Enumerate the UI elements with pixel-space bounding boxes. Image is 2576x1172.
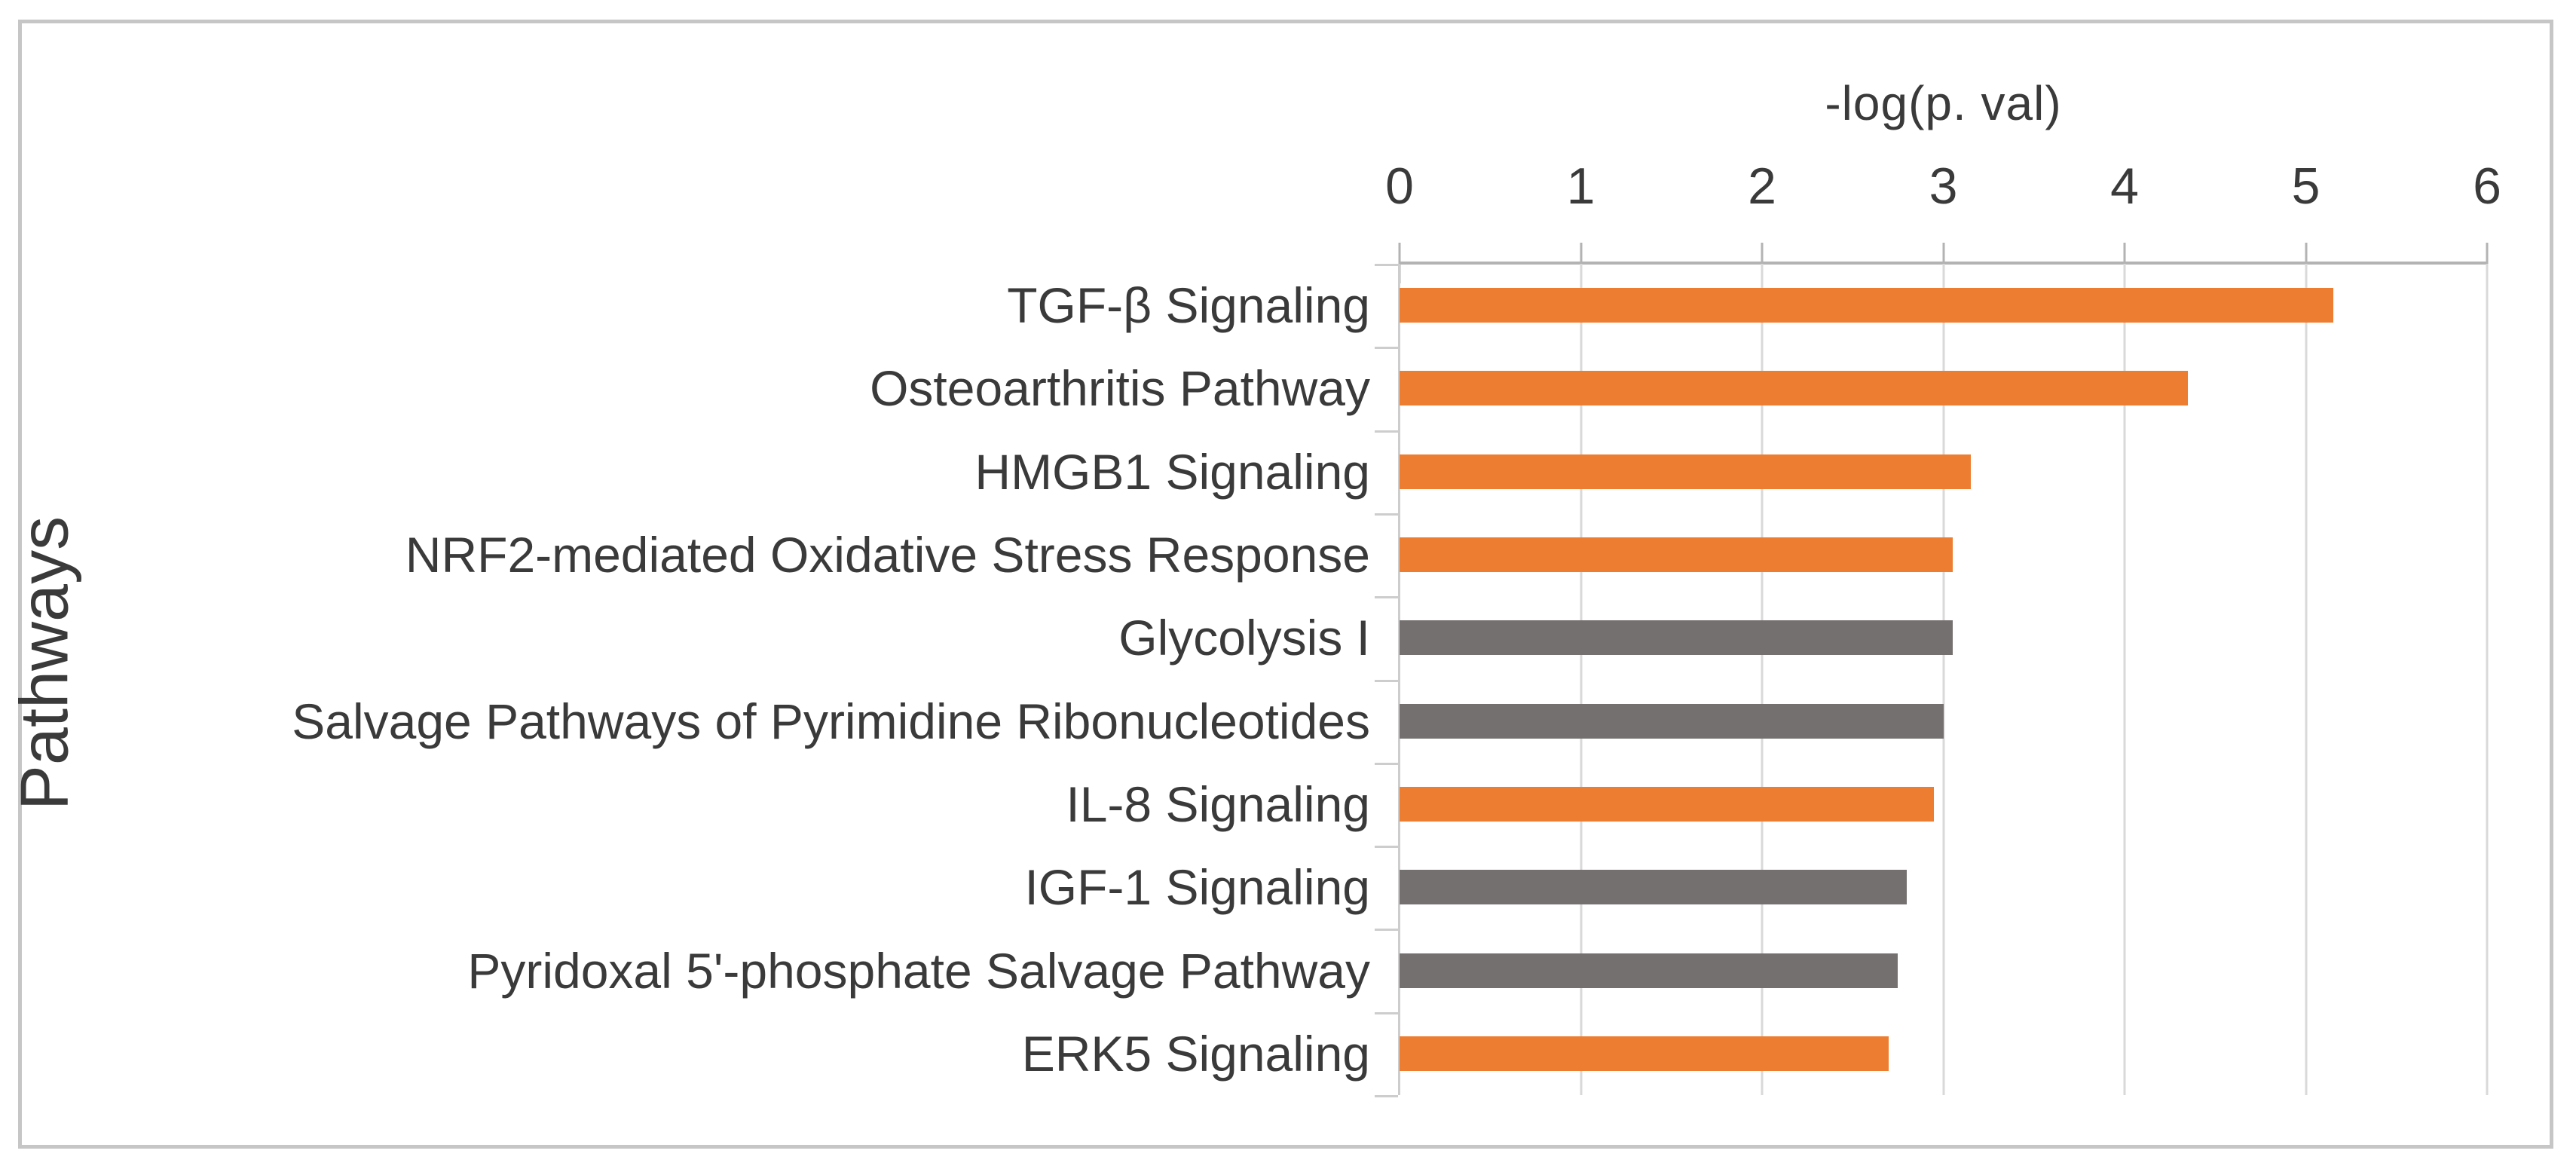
gridline	[2123, 264, 2126, 1095]
bar-row	[1400, 513, 2487, 596]
bar-TGF-β Signaling	[1400, 288, 2333, 323]
bar-Osteoarthritis Pathway	[1400, 371, 2189, 406]
x-tick-label: 2	[1748, 158, 1776, 215]
figure-border	[18, 20, 2553, 1149]
bar-IL-8 Signaling	[1400, 786, 1935, 822]
category-tick-mark	[1375, 430, 1398, 433]
category-label: NRF2-mediated Oxidative Stress Response	[405, 527, 1370, 583]
x-tick-label: 1	[1566, 158, 1595, 215]
category-tick-mark	[1375, 846, 1398, 849]
x-axis-tick-labels: 0 1 2 3 4 5 6	[1385, 157, 2501, 217]
gridline	[2486, 264, 2489, 1095]
category-label: Glycolysis I	[1118, 610, 1370, 666]
x-tick-mark	[1580, 243, 1582, 283]
category-label: HMGB1 Signaling	[974, 443, 1370, 500]
x-tick-label: 6	[2473, 158, 2501, 215]
x-tick-mark	[1398, 243, 1401, 283]
bar-row	[1400, 430, 2487, 513]
x-tick-mark	[1942, 243, 1944, 283]
category-tick-mark	[1375, 596, 1398, 599]
category-label: IL-8 Signaling	[1066, 776, 1370, 832]
category-label: TGF-β Signaling	[1007, 277, 1370, 334]
bar-IGF-1 Signaling	[1400, 870, 1908, 905]
gridline	[1761, 264, 1764, 1095]
x-tick-label: 5	[2291, 158, 2321, 215]
x-axis-title: -log(p. val)	[1825, 76, 2062, 130]
bar-row	[1400, 929, 2487, 1011]
bar-row	[1400, 347, 2487, 430]
category-label: Pyridoxal 5'-phosphate Salvage Pathway	[467, 942, 1370, 999]
category-tick-mark	[1375, 1095, 1398, 1097]
category-labels: TGF-β Signaling Osteoarthritis Pathway HMG…	[45, 264, 1370, 1095]
category-tick-mark	[1375, 513, 1398, 516]
category-tick-mark	[1375, 762, 1398, 765]
gridline	[1580, 264, 1582, 1095]
x-tick-mark	[1761, 243, 1764, 283]
bar-row	[1400, 763, 2487, 846]
category-label: Osteoarthritis Pathway	[870, 360, 1370, 417]
category-label: ERK5 Signaling	[1021, 1025, 1370, 1082]
x-tick-label: 0	[1385, 158, 1414, 215]
bar-row	[1400, 596, 2487, 679]
gridline	[1942, 264, 1944, 1095]
bar-Pyridoxal 5'-phosphate Salvage Pathway	[1400, 953, 1898, 988]
bar-row	[1400, 846, 2487, 929]
bar-Glycolysis I	[1400, 620, 1953, 656]
category-tick-mark	[1375, 1011, 1398, 1014]
category-tick-mark	[1375, 264, 1398, 266]
y-axis-title: Pathways	[7, 516, 83, 811]
category-label: Salvage Pathways of Pyrimidine Ribonucle…	[292, 693, 1370, 749]
gridline	[2305, 264, 2307, 1095]
bar-row	[1400, 264, 2487, 347]
bar-row	[1400, 680, 2487, 763]
category-tick-mark	[1375, 679, 1398, 682]
bar-HMGB1 Signaling	[1400, 454, 1971, 489]
x-tick-mark	[2305, 243, 2307, 283]
x-tick-label: 4	[2110, 158, 2139, 215]
x-tick-label: 3	[1929, 158, 1958, 215]
bar-ERK5 Signaling	[1400, 1036, 1889, 1071]
category-label: IGF-1 Signaling	[1024, 859, 1370, 916]
category-tick-mark	[1375, 929, 1398, 932]
x-tick-mark	[2486, 243, 2489, 283]
bar-Salvage Pathways of Pyrimidine Ribonucleotides	[1400, 703, 1944, 739]
category-axis-line	[1398, 264, 1400, 1095]
x-tick-mark	[2123, 243, 2126, 283]
category-tick-mark	[1375, 347, 1398, 350]
plot-area	[1400, 264, 2489, 1095]
bar-row	[1400, 1012, 2487, 1095]
bar-NRF2-mediated Oxidative Stress Response	[1400, 537, 1953, 573]
